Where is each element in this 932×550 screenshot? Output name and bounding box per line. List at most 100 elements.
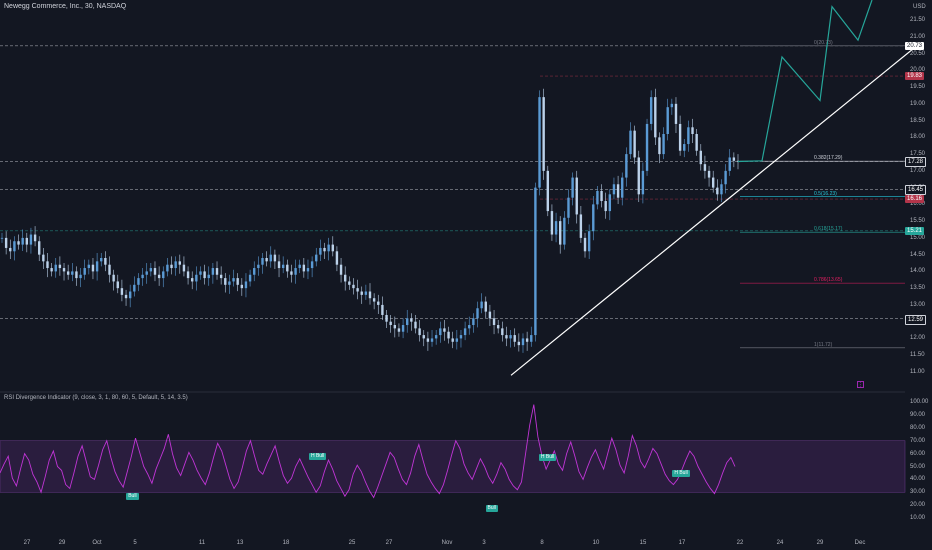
- y-tick-label: 13.00: [910, 301, 926, 308]
- divergence-tag: H Bull: [672, 469, 690, 477]
- y-tick-label: 21.50: [910, 17, 926, 24]
- candle-body: [674, 103, 678, 124]
- candle-body: [389, 321, 392, 326]
- candle-body: [455, 338, 459, 342]
- candle-body: [71, 271, 74, 275]
- trend-line[interactable]: [510, 44, 919, 376]
- candle-body: [592, 204, 595, 232]
- candle-body: [112, 274, 115, 282]
- candle-body: [38, 241, 41, 255]
- candle-body: [670, 103, 674, 108]
- rsi-tick-label: 90.00: [910, 411, 926, 418]
- candle-body: [9, 247, 12, 252]
- candle-body: [331, 244, 334, 252]
- fibonacci-levels: [740, 45, 905, 349]
- candle-body: [687, 127, 690, 145]
- candlestick-series: [0, 88, 740, 353]
- rsi-tick-label: 50.00: [910, 463, 926, 470]
- candle-body: [525, 338, 529, 342]
- symbol-title: Newegg Commerce, Inc., 30, NASDAQ: [4, 3, 127, 10]
- candle-body: [290, 271, 293, 275]
- candle-body: [54, 264, 57, 272]
- x-tick-label: Nov: [441, 540, 453, 546]
- candle-body: [236, 278, 239, 285]
- candle-body: [133, 284, 136, 292]
- x-tick-label: 27: [23, 540, 31, 546]
- y-tick-label: 14.00: [910, 268, 926, 275]
- x-tick-label: 17: [678, 540, 686, 546]
- candle-body: [563, 217, 566, 245]
- candle-body: [339, 264, 343, 275]
- candle-body: [195, 274, 198, 282]
- candle-body: [368, 291, 372, 299]
- candle-body: [480, 301, 483, 309]
- candle-body: [360, 291, 363, 295]
- rsi-tick-label: 20.00: [910, 502, 926, 509]
- candle-body: [463, 328, 467, 336]
- rsi-tick-label: 60.00: [910, 450, 926, 457]
- candle-body: [381, 304, 384, 315]
- candle-body: [538, 97, 541, 188]
- candle-body: [277, 261, 281, 269]
- projection-path[interactable]: [737, 0, 873, 163]
- candle-body: [496, 325, 500, 329]
- candle-body: [203, 271, 206, 279]
- x-tick-label: 5: [133, 540, 137, 546]
- x-tick-label: 25: [348, 540, 356, 546]
- candle-body: [612, 184, 616, 195]
- candle-body: [426, 338, 430, 342]
- candle-body: [219, 274, 223, 279]
- candle-body: [501, 328, 504, 336]
- candle-body: [294, 268, 297, 275]
- candle-body: [401, 325, 405, 332]
- x-tick-label: 10: [592, 540, 600, 546]
- candle-body: [654, 97, 657, 138]
- candle-body: [645, 123, 649, 171]
- y-tick-label: 11.00: [910, 368, 925, 375]
- y-tick-label: 19.00: [910, 100, 926, 107]
- candle-body: [658, 137, 661, 155]
- divergence-tag: Bull: [126, 493, 139, 501]
- candle-body: [240, 284, 244, 289]
- candle-body: [641, 170, 645, 195]
- candle-body: [695, 134, 698, 151]
- candle-body: [343, 274, 347, 282]
- candle-body: [116, 281, 119, 289]
- candle-body: [604, 201, 607, 212]
- candle-body: [13, 241, 16, 252]
- candle-body: [459, 335, 463, 339]
- candle-body: [625, 154, 628, 178]
- candle-body: [162, 271, 165, 279]
- indicator-menu-button[interactable]: ⋮: [857, 381, 864, 388]
- candle-body: [732, 157, 736, 161]
- divergence-tag: H Bull: [308, 453, 327, 461]
- candle-body: [298, 264, 301, 269]
- candle-body: [141, 274, 144, 279]
- y-tick-label: 16.00: [910, 201, 926, 208]
- candle-body: [447, 331, 450, 339]
- x-tick-label: Dec: [854, 540, 866, 546]
- candle-body: [534, 187, 537, 336]
- candle-body: [91, 264, 95, 272]
- candle-body: [662, 134, 665, 155]
- candle-body: [393, 325, 397, 329]
- candle-body: [364, 291, 368, 295]
- candle-body: [182, 264, 186, 272]
- candle-body: [720, 184, 723, 195]
- candle-body: [683, 144, 686, 151]
- candle-body: [554, 221, 558, 235]
- candle-body: [257, 264, 260, 269]
- candle-body: [25, 237, 29, 245]
- candle-body: [546, 170, 549, 212]
- y-tick-label: 14.50: [910, 251, 926, 258]
- candle-body: [728, 157, 731, 171]
- candle-body: [724, 170, 727, 185]
- candle-body: [571, 177, 574, 198]
- candle-body: [224, 278, 227, 285]
- candle-body: [149, 268, 153, 272]
- candle-body: [319, 247, 322, 255]
- price-badge: 16.45: [905, 185, 927, 196]
- candle-body: [430, 338, 434, 342]
- candle-body: [265, 258, 268, 262]
